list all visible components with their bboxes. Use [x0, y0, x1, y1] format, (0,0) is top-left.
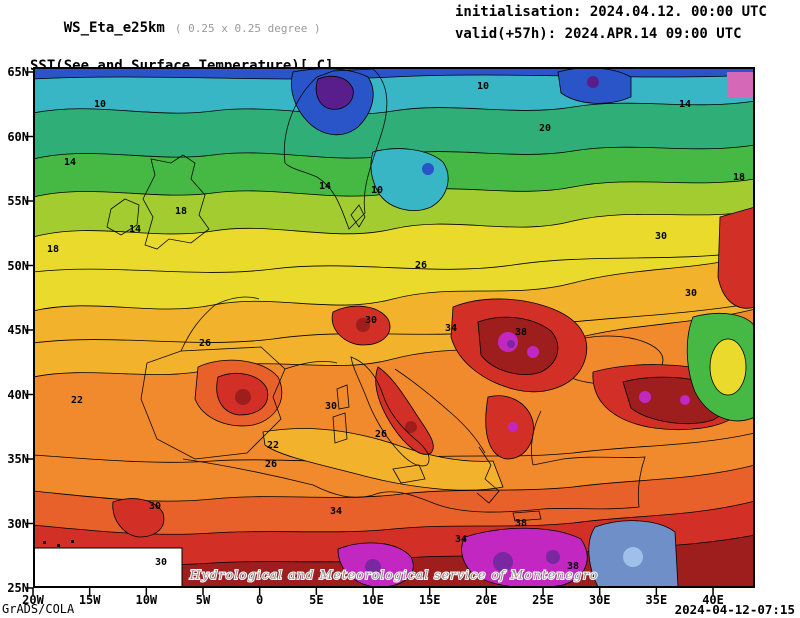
contour-label: 10 [371, 185, 383, 196]
lon-tick-label: 30E [588, 593, 611, 607]
contour-label: 30 [685, 288, 697, 299]
contour-label: 34 [455, 534, 467, 545]
contour-label: 30 [365, 315, 377, 326]
lat-tick-label: 50N [7, 258, 29, 273]
model-name: WS_Eta_e25km [63, 20, 165, 36]
header-right: initialisation: 2024.04.12. 00:00 UTC va… [455, 4, 767, 48]
latitude-axis: 65N 60N 55N 50N 45N 40N 35N 30N 25N [0, 65, 30, 595]
lat-tick-label: 45N [7, 323, 29, 337]
contour-label: 18 [733, 172, 745, 183]
lat-tick-label: 55N [7, 194, 29, 208]
contour-label: 22 [71, 395, 83, 406]
contour-label: 10 [94, 99, 106, 110]
map-frame [33, 67, 755, 588]
longitude-axis: 20W 15W 10W 5W 0 5E 10E 15E 20E 25E 30E 35E 40E [22, 593, 755, 608]
map-insets [33, 72, 753, 588]
lat-tick-label: 25N [7, 581, 29, 595]
contour-label: 26 [265, 459, 277, 470]
temperature-fill-bands [33, 67, 755, 588]
lon-tick-label: 0 [256, 593, 264, 607]
contour-label: 14 [679, 99, 691, 110]
lon-tick-label: 20W [22, 593, 44, 607]
lat-tick-label: 60N [7, 129, 29, 144]
map-canvas: Hydrological and Meteorological service … [26, 67, 755, 595]
watermark: Hydrological and Meteorological service … [189, 567, 599, 582]
contour-label: 10 [477, 81, 489, 92]
contour-labels: 10 10 14 14 18 14 10 20 14 18 18 22 26 26 30 30 30 34 38 30… [47, 81, 745, 572]
lon-tick-label: 35E [645, 593, 668, 607]
contour-label: 26 [415, 260, 427, 271]
contour-label: 30 [155, 557, 167, 568]
grid-resolution: ( 0.25 x 0.25 degree ) [174, 22, 321, 35]
contour-label: 38 [515, 327, 527, 338]
init-time: initialisation: 2024.04.12. 00:00 UTC [455, 4, 767, 20]
contour-label: 26 [199, 338, 211, 349]
lon-tick-label: 15E [418, 593, 441, 607]
lat-tick-label: 35N [7, 452, 29, 466]
contour-label: 14 [129, 224, 141, 235]
lat-tick-label: 40N [7, 387, 29, 402]
lat-tick-label: 30N [7, 516, 29, 531]
lon-tick-label: 5E [309, 593, 324, 607]
contour-label: 26 [375, 429, 387, 440]
lon-tick-label: 40E [702, 593, 724, 607]
creation-timestamp: 2024-04-12-07:15 [674, 602, 795, 617]
cold-anomaly-blobs [291, 67, 632, 136]
valid-time: valid(+57h): 2024.APR.14 09:00 UTC [455, 26, 742, 42]
contour-label: 20 [539, 123, 551, 134]
contour-label: 30 [655, 231, 667, 242]
contour-label: 38 [515, 518, 527, 529]
contour-label: 14 [319, 181, 331, 192]
warm-anomaly-blobs [112, 206, 755, 588]
lat-tick-label: 65N [7, 65, 29, 79]
no-data-box [33, 547, 183, 588]
corner-patch [727, 72, 753, 97]
contour-label: 14 [64, 157, 76, 168]
lon-tick-label: 25E [532, 593, 554, 607]
contour-label: 18 [47, 244, 59, 255]
contour-label: 18 [175, 206, 187, 217]
contour-label: 34 [445, 323, 457, 334]
contour-label: 38 [567, 561, 579, 572]
map-area: Hydrological and Meteorological service … [7, 65, 755, 607]
header-left: WS_Eta_e25km( 0.25 x 0.25 degree ) SST(S… [30, 4, 333, 74]
contour-label: 22 [267, 440, 279, 451]
axis-ticks [26, 71, 714, 595]
lon-tick-label: 5W [195, 593, 211, 607]
contour-label: 30 [149, 501, 161, 512]
grads-credit: GrADS/COLA [2, 602, 75, 616]
lon-tick-label: 20E [475, 593, 498, 607]
lon-tick-label: 10W [135, 593, 158, 607]
contour-label: 30 [325, 401, 337, 412]
lon-tick-label: 15W [78, 593, 101, 607]
contour-label: 34 [330, 506, 342, 517]
lon-tick-label: 10E [362, 593, 384, 607]
coastlines [106, 68, 646, 522]
